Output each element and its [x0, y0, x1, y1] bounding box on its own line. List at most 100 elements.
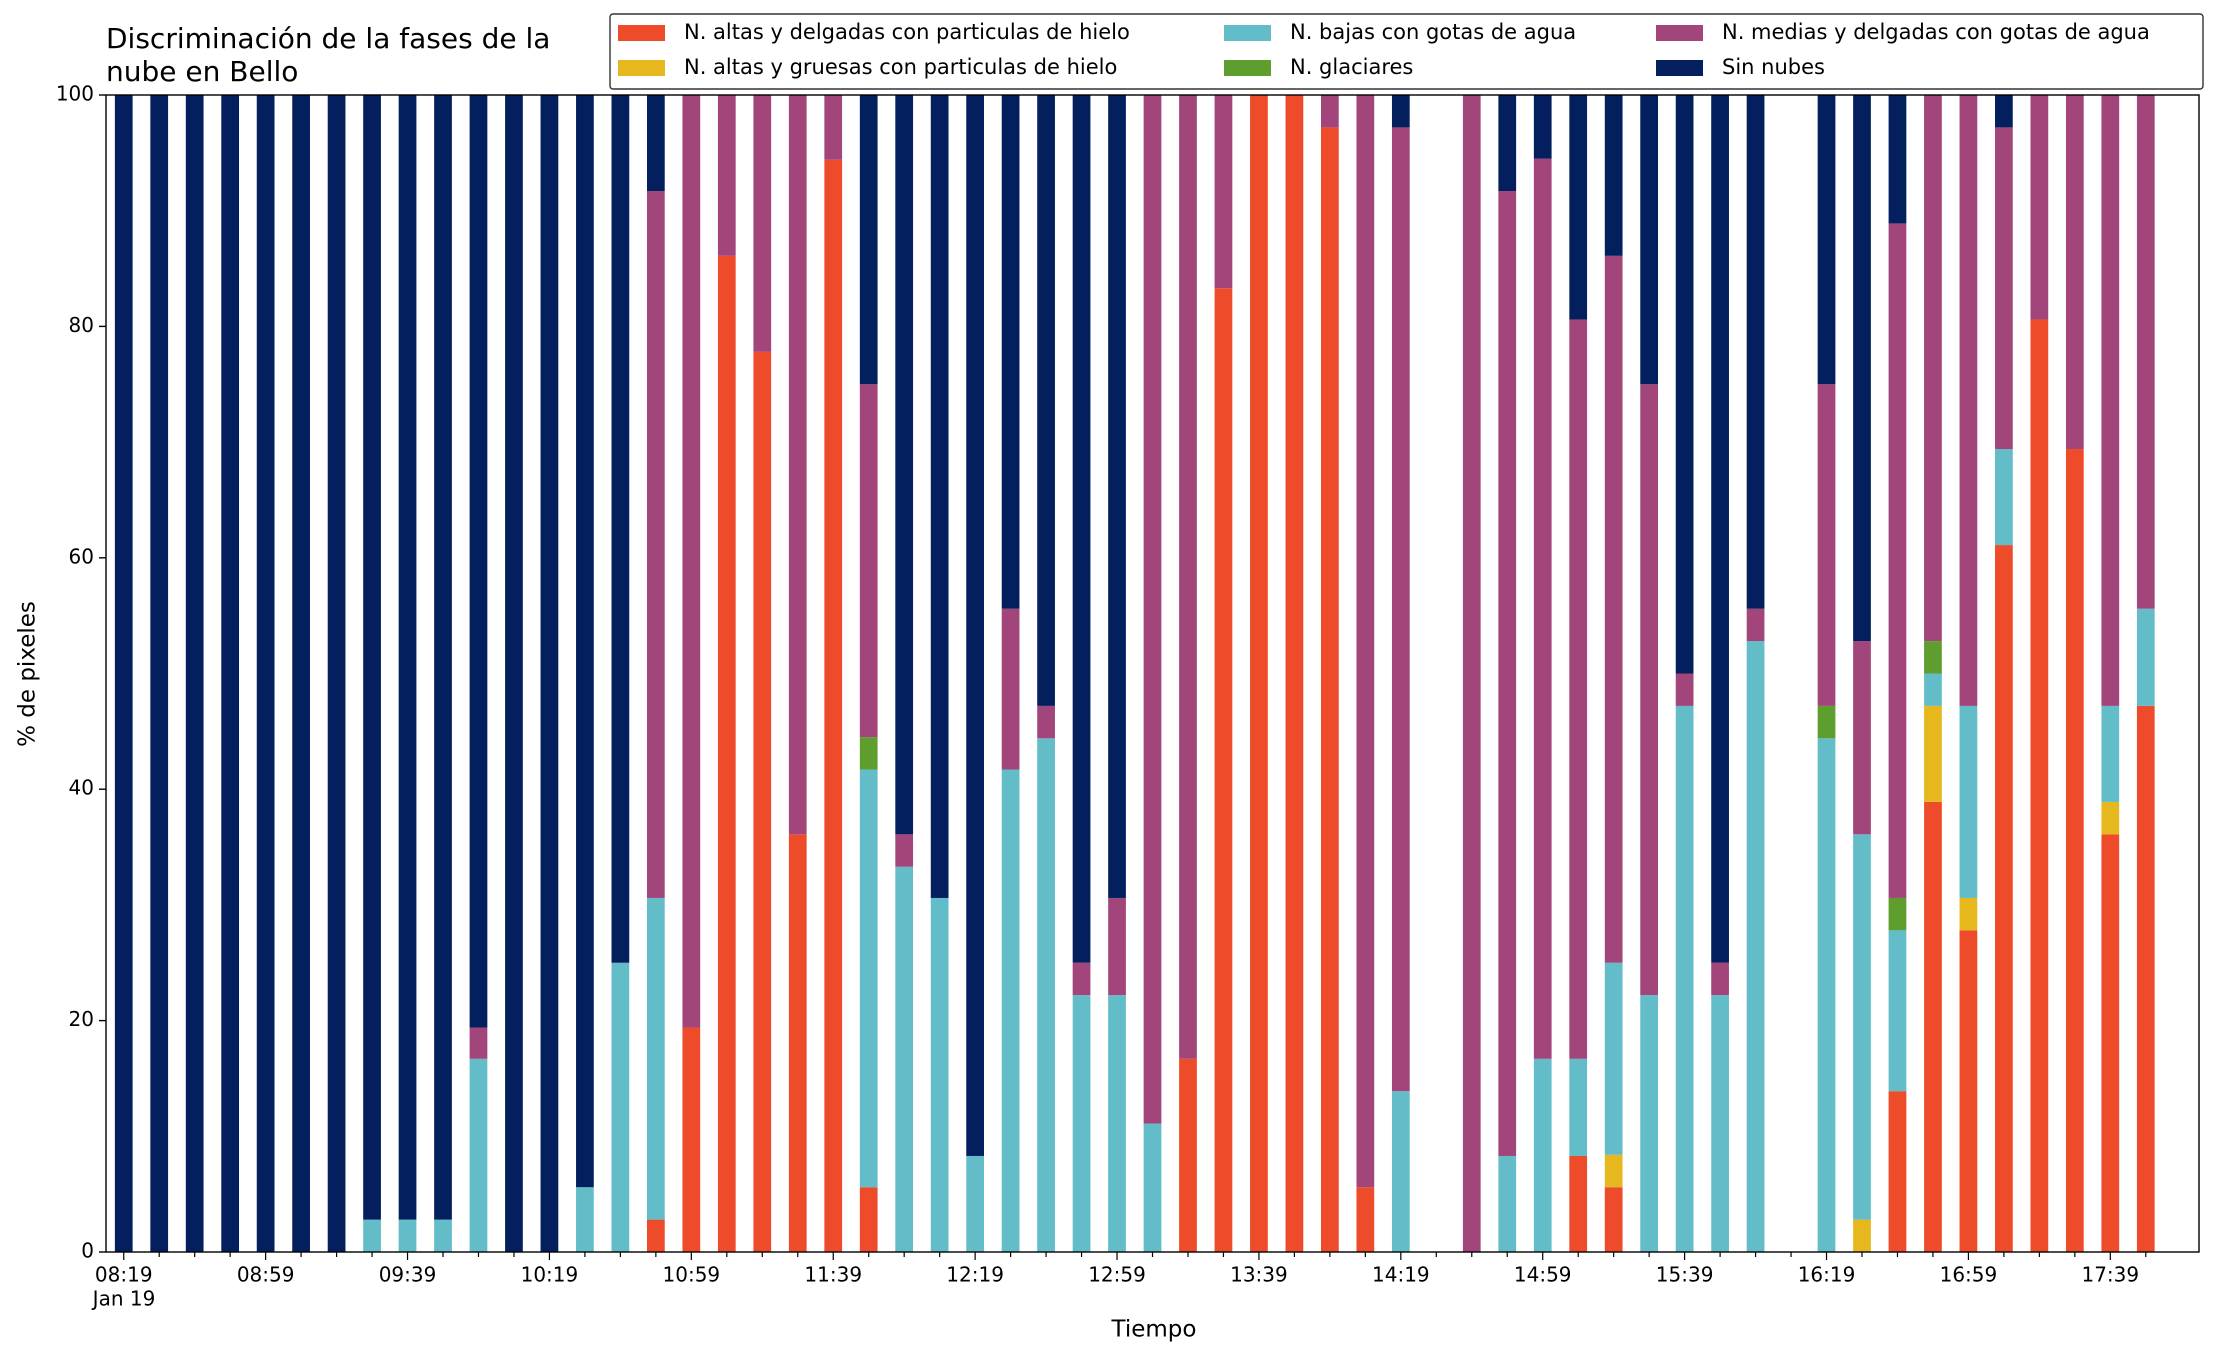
chart-title: nube en Bello: [106, 55, 298, 88]
legend-box: [609, 13, 2204, 90]
x-tick-label: 08:19: [95, 1263, 153, 1287]
legend-label: N. glaciares: [1290, 55, 1413, 79]
x-tick-label: 10:19: [521, 1263, 579, 1287]
bar-segment: [1924, 673, 1942, 706]
bar-segment: [859, 384, 878, 738]
x-tick-label: 17:39: [2081, 1263, 2139, 1287]
bar-segment: [1853, 1219, 1871, 1252]
bar-segment: [1250, 95, 1268, 1252]
bar-segment: [646, 1219, 665, 1252]
x-tick-label: 12:59: [1088, 1263, 1146, 1287]
bar-segment: [1640, 95, 1659, 385]
bar-segment: [1037, 705, 1055, 739]
bar-segment: [1604, 95, 1623, 256]
legend-swatch: [1656, 25, 1703, 41]
bar-segment: [1179, 95, 1197, 1059]
legend-swatch: [1656, 60, 1703, 76]
bar-segment: [717, 95, 736, 256]
bar-segment: [1569, 319, 1588, 1059]
bar-segment: [256, 95, 275, 1252]
bar-segment: [895, 866, 914, 1252]
bar-segment: [2136, 705, 2155, 1252]
bar-segment: [1391, 127, 1410, 1092]
bar-segment: [1675, 95, 1694, 674]
bar-segment: [505, 95, 523, 1252]
bar-segment: [1888, 223, 1907, 898]
bar-segment: [2136, 608, 2155, 706]
bar-segment: [859, 1187, 878, 1252]
bar-segment: [824, 159, 843, 1253]
bar-segment: [1711, 995, 1729, 1252]
bar-segment: [469, 95, 488, 1028]
y-tick-label: 60: [69, 544, 94, 568]
bar-segment: [966, 1155, 984, 1252]
bar-segment: [1995, 95, 2013, 128]
bar-segment: [469, 1027, 488, 1059]
bar-segment: [1462, 95, 1481, 1252]
bar-segment: [1746, 95, 1765, 609]
bar-segment: [646, 897, 665, 1220]
bar-segment: [114, 95, 133, 1252]
x-tick-label: 16:19: [1798, 1263, 1856, 1287]
bar-segment: [1604, 1187, 1623, 1252]
bar-segment: [1924, 705, 1942, 802]
bar-segment: [1001, 608, 1020, 770]
y-tick-label: 0: [81, 1239, 94, 1263]
bar-segment: [1108, 95, 1126, 898]
bar-segment: [1604, 962, 1623, 1155]
bar-segment: [1356, 1187, 1375, 1252]
bar-segment: [2030, 95, 2049, 320]
x-tick-label: 11:39: [804, 1263, 862, 1287]
bar-segment: [859, 737, 878, 770]
bar-segment: [398, 1219, 417, 1252]
bar-segment: [1995, 127, 2013, 450]
legend-label: Sin nubes: [1722, 55, 1825, 79]
x-date-label: Jan 19: [91, 1287, 156, 1311]
bar-segment: [1746, 608, 1765, 642]
bar-segment: [2030, 319, 2049, 1252]
bar-segment: [682, 1027, 701, 1252]
bar-segment: [1143, 1123, 1162, 1252]
bar-segment: [398, 95, 417, 1220]
bar-segment: [1001, 769, 1020, 1252]
bar-segment: [895, 95, 914, 835]
bar-segment: [1285, 95, 1304, 1252]
bar-segment: [1321, 95, 1339, 128]
plot-frame: [105, 94, 2200, 1253]
x-tick-label: 13:39: [1230, 1263, 1288, 1287]
bar-segment: [1569, 1155, 1588, 1252]
bar-segment: [966, 95, 984, 1156]
bar-segment: [1072, 962, 1091, 996]
y-tick-label: 40: [69, 776, 94, 800]
x-tick-label: 14:19: [1372, 1263, 1430, 1287]
x-tick-label: 12:19: [946, 1263, 1004, 1287]
bar-segment: [292, 95, 310, 1252]
bar-segment: [576, 1187, 594, 1252]
bar-segment: [363, 1219, 381, 1252]
legend-swatch: [1224, 25, 1271, 41]
bar-segment: [1817, 738, 1836, 1252]
bar-segment: [1675, 705, 1694, 1252]
bar-segment: [150, 95, 169, 1252]
bar-segment: [576, 95, 594, 1188]
legend-label: N. altas y gruesas con particulas de hie…: [684, 55, 1117, 79]
bar-segment: [1391, 1091, 1410, 1252]
y-tick-label: 100: [56, 82, 94, 106]
legend-swatch: [618, 25, 665, 41]
bar-segment: [646, 191, 665, 898]
bar-segment: [1143, 95, 1162, 1124]
bar-segment: [1924, 95, 1942, 642]
bar-segment: [1959, 705, 1978, 898]
bar-segment: [1924, 641, 1942, 674]
bar-segment: [1072, 995, 1091, 1252]
bar-segment: [1675, 673, 1694, 706]
y-axis-label: % de pixeles: [15, 601, 41, 747]
bar-segment: [1888, 1091, 1907, 1252]
bar-segment: [185, 95, 204, 1252]
bar-segment: [1711, 962, 1729, 996]
bar-segment: [682, 95, 701, 1028]
bar-segment: [930, 95, 949, 898]
bar-segment: [1533, 158, 1552, 1059]
bar-segment: [1533, 95, 1552, 159]
